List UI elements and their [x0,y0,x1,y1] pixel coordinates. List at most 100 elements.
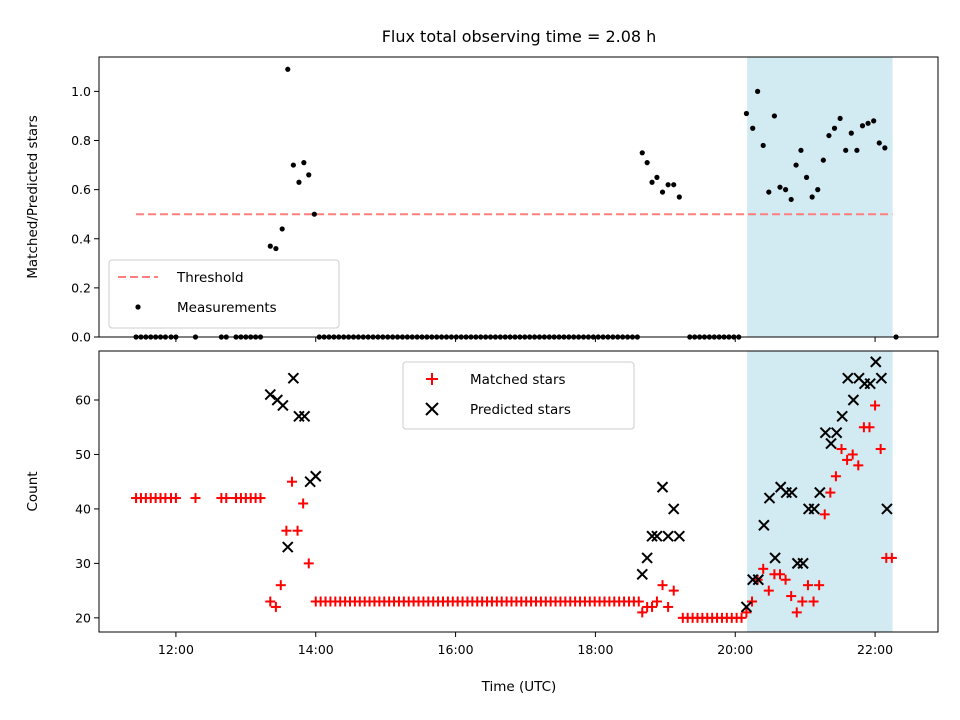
bottom-legend-box [402,361,635,430]
matched-star-point [657,580,668,591]
matched-star-point [747,596,758,607]
xtick-label: 18:00 [577,642,613,657]
matched-star-point [221,493,232,504]
measurement-point [876,140,882,146]
matched-star-point [270,601,281,612]
count-points [131,356,897,623]
measurement-point [296,179,302,185]
predicted-star-point [825,437,837,450]
legend-measurements-label: Measurements [177,300,277,316]
x-b [277,399,289,412]
predicted-star-point [836,410,848,423]
predicted-star-point [797,557,809,570]
matched-star-point [275,580,286,591]
matched-star-point [651,596,662,607]
ytick-label: 0.2 [71,280,91,295]
measurement-point [639,150,645,156]
bottom-axes: 20 30 40 50 60 12:00 14:00 16:00 18:00 20:00 22:00… [25,350,939,695]
matched-star-point [853,460,864,471]
x-b [673,530,686,542]
predicted-star-point [808,503,820,515]
measurement-point [267,243,273,249]
xtick-label: 16:00 [438,642,474,657]
ytick-label: 30 [75,556,91,571]
ytick-label: 0.6 [71,182,91,197]
matched-star-point [298,498,309,509]
matched-star-point [758,563,769,574]
matched-star-point [663,601,674,612]
predicted-star-point [864,377,876,390]
predicted-star-point [662,530,674,542]
matched-star-point [875,444,886,455]
measurement-point [809,194,815,200]
measurement-point [871,118,877,124]
predicted-star-point [740,601,753,613]
matched-star-point [741,607,752,618]
x-b [853,372,865,384]
predicted-star-point [769,552,781,564]
x-b [758,519,770,531]
predicted-star-point [656,481,669,493]
measurement-point [865,120,871,126]
top-legend: Threshold Measurements [108,259,340,329]
top-axes-frame [98,56,939,338]
predicted-star-point [651,530,663,542]
xtick-label: 22:00 [857,642,893,657]
ytick-label: 1.0 [71,84,91,99]
top-shaded-region [747,57,893,337]
matched-star-point [836,444,847,455]
x-b [842,372,854,384]
measurement-point [671,182,677,188]
predicted-star-point [786,486,798,499]
x-b [636,568,648,580]
matched-star-point [255,493,266,504]
ytick-label: 50 [75,447,91,462]
matched-star-point [281,525,292,536]
predicted-star-point [881,503,893,515]
predicted-star-point [673,530,686,542]
legend-matched-swatch [426,373,438,385]
x-b [881,503,893,515]
x-b [662,530,674,542]
measurement-point [311,211,317,217]
matched-star-point [780,574,791,585]
predicted-star-point [830,426,843,439]
matched-star-point [763,585,774,596]
x-b [651,530,663,542]
measurement-point [750,125,756,131]
x-b [864,377,876,390]
measurement-point [820,157,826,163]
measurement-point [882,145,888,151]
ytick-label: 0.0 [71,330,91,345]
ytick-label: 40 [75,501,91,516]
predicted-star-point [636,568,648,580]
bottom-axis-ticks: 20 30 40 50 60 12:00 14:00 16:00 18:00 20:00 22:00 [75,393,893,657]
measurement-point [766,189,772,195]
x-b [836,410,848,423]
x-b [814,486,826,499]
measurement-point [843,147,849,153]
matched-star-point [303,558,314,569]
x-b [797,557,809,570]
predicted-star-point [282,541,294,553]
legend-measurements-swatch [135,304,141,310]
top-ylabel: Matched/Predicted stars [25,115,41,278]
matched-star-point [190,493,201,504]
measurement-point [859,123,866,129]
predicted-star-point [758,519,770,531]
measurement-point [755,88,761,94]
x-b [763,492,776,504]
measurement-point [788,196,794,203]
xtick-label: 20:00 [717,642,753,657]
matched-star-point [633,596,644,607]
matched-star-point [786,591,797,602]
xtick-label: 12:00 [158,642,194,657]
x-b [875,372,888,384]
matched-star-point [802,580,813,591]
matched-star-point [736,612,747,623]
measurement-point [743,110,750,117]
matched-star-point [886,552,897,563]
legend-matched-label: Matched stars [470,372,566,388]
measurement-point [306,172,312,178]
